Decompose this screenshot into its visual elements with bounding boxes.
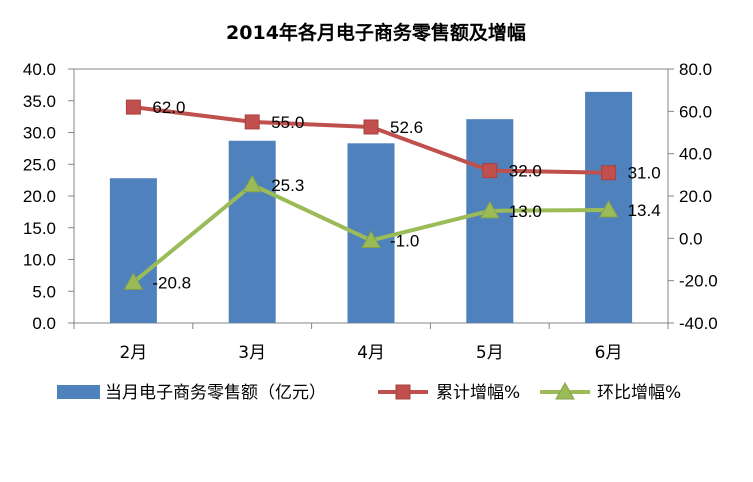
left-axis-tick-label: 25.0	[23, 155, 56, 174]
legend-square-marker	[395, 384, 411, 400]
square-marker	[125, 99, 141, 115]
left-axis-tick-label: 15.0	[23, 219, 56, 238]
x-axis-category-label: 2月	[119, 343, 147, 363]
right-axis-tick-label: 20.0	[679, 187, 712, 206]
triangle-marker	[479, 200, 500, 219]
legend-label: 累计增幅%	[436, 383, 520, 403]
left-axis-tick-label: 10.0	[23, 251, 56, 270]
triangle-marker	[123, 272, 144, 290]
line-series	[123, 174, 619, 290]
bar	[109, 178, 157, 323]
legend-label: 环比增幅%	[597, 383, 681, 403]
bar	[228, 140, 276, 323]
legend-label: 当月电子商务零售额（亿元）	[105, 383, 326, 403]
chart-title: 2014年各月电子商务零售额及增幅	[226, 21, 526, 44]
plot-area: 0.0 5.0 10.0 15.0 20.0 25.0 30.0 35.0 40.0 -40.0 -…	[23, 60, 718, 363]
square-marker	[363, 119, 379, 135]
left-axis-tick-label: 35.0	[23, 92, 56, 111]
left-axis-tick-label: 30.0	[23, 124, 56, 143]
data-label: -1.0	[390, 231, 419, 250]
legend-item: 累计增幅%	[378, 383, 520, 403]
data-label: 13.4	[628, 201, 661, 220]
left-axis-tick-label: 5.0	[32, 282, 56, 301]
x-axis-category-label: 3月	[238, 343, 266, 363]
left-axis-tick-label: 40.0	[23, 60, 56, 79]
data-label: 31.0	[628, 164, 661, 183]
triangle-marker	[598, 199, 619, 218]
square-marker	[244, 114, 260, 130]
right-axis-tick-label: -20.0	[679, 272, 718, 291]
left-axis-tick-label: 0.0	[32, 314, 56, 333]
legend: 当月电子商务零售额（亿元） 累计增幅% 环比增幅%	[57, 381, 681, 403]
right-axis-tick-label: 0.0	[679, 229, 703, 248]
legend-item: 当月电子商务零售额（亿元）	[57, 383, 326, 403]
data-label: 32.0	[509, 162, 542, 181]
legend-item: 环比增幅%	[540, 381, 681, 403]
triangle-marker	[361, 230, 381, 248]
triangle-marker	[242, 174, 263, 193]
data-label: 25.3	[271, 176, 304, 195]
data-label: 62.0	[152, 98, 185, 117]
x-axis-category-label: 4月	[357, 343, 385, 363]
data-label: 52.6	[390, 118, 423, 137]
legend-bar-swatch	[57, 385, 100, 399]
bar-series	[109, 91, 633, 323]
bar	[466, 119, 514, 323]
right-axis-tick-label: 40.0	[679, 145, 712, 164]
line-series	[125, 99, 617, 181]
square-marker	[482, 163, 498, 179]
left-axis-tick-label: 20.0	[23, 187, 56, 206]
square-marker	[601, 165, 617, 181]
data-label: 13.0	[509, 202, 542, 221]
x-axis-category-label: 6月	[595, 343, 623, 363]
right-axis-tick-label: -40.0	[679, 314, 718, 333]
legend-triangle-marker	[555, 381, 575, 400]
data-label: -20.8	[152, 273, 191, 292]
x-axis-category-label: 5月	[476, 343, 504, 363]
data-label: 55.0	[271, 113, 304, 132]
right-axis-tick-label: 80.0	[679, 60, 712, 79]
right-axis-tick-label: 60.0	[679, 102, 712, 121]
